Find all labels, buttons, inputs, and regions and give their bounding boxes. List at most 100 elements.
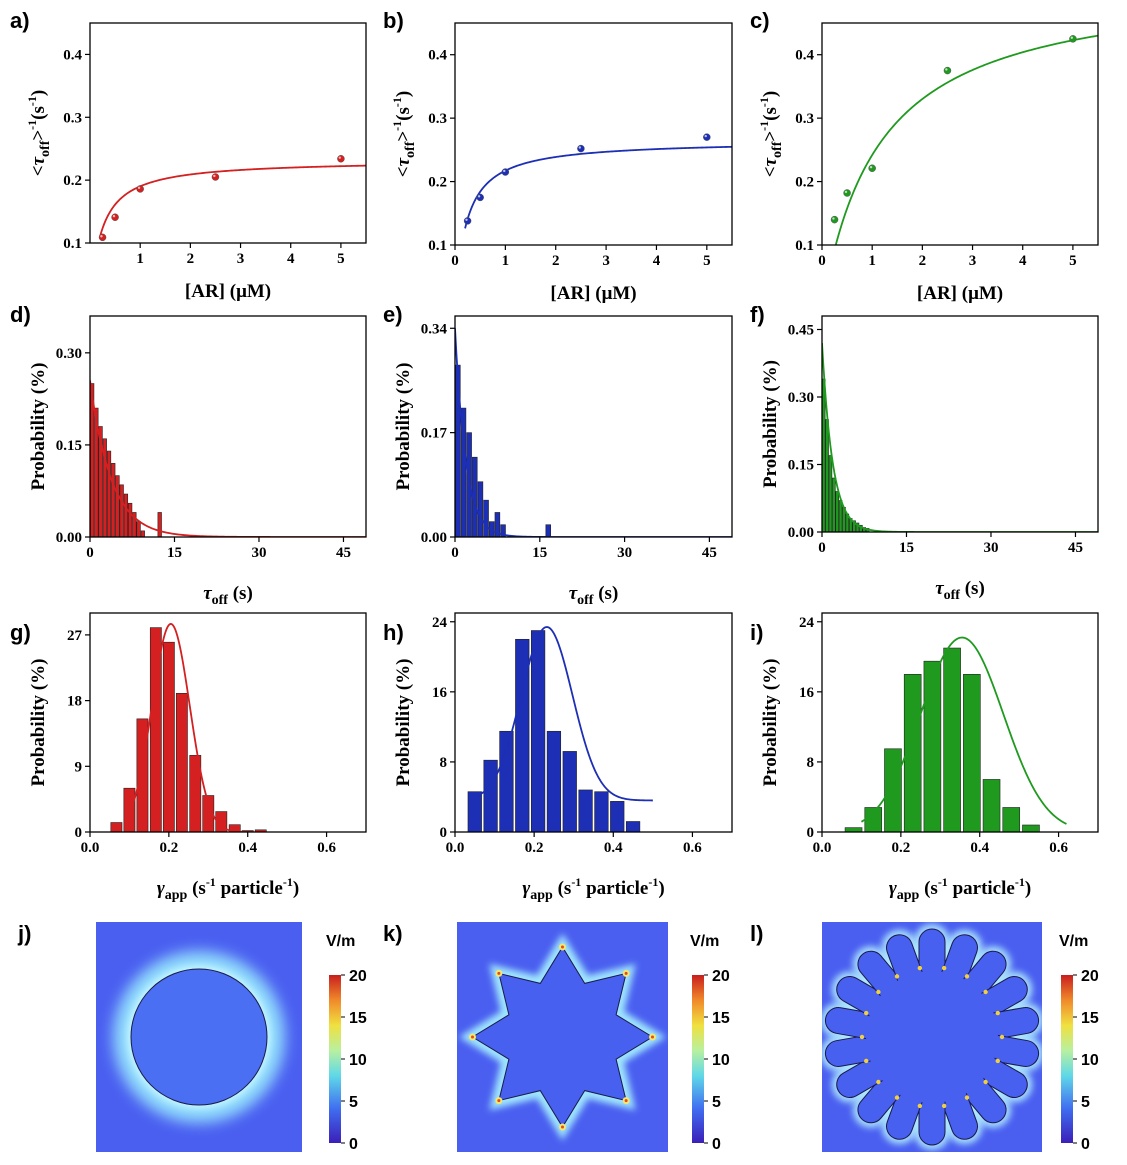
plot-frame-h [454,612,733,833]
ylabel-b: <τoff>-1(s-1) [390,91,418,177]
ytick-label-h-2: 16 [432,685,448,701]
panel-label-j: j) [17,921,31,946]
bar-f-3 [832,477,836,532]
bar-f-1 [825,419,829,532]
bar-e-5 [483,499,489,537]
xtick-label-g-1: 0.2 [159,840,178,856]
xlabel-b: [AR] (μM) [550,283,636,304]
colorbar-tick-j-2: 10 [349,1052,367,1069]
colorbar-tick-k-1: 15 [712,1010,730,1027]
ytick-label-b-0: 0.1 [428,238,447,254]
point-a-4 [337,155,345,163]
panel-label-l: l) [750,921,763,946]
panel-label-f: f) [750,302,765,327]
xtick-label-e-0: 0 [451,545,459,561]
ytick-label-h-1: 8 [440,755,448,771]
bar-d-16 [157,512,162,537]
xtick-label-c-1: 1 [868,253,876,269]
xtick-label-h-2: 0.4 [604,840,623,856]
bar-h-4 [530,630,546,832]
colorbar-tick-l-3: 5 [1081,1094,1090,1111]
point-a-0 [98,233,107,242]
ytick-label-g-2: 18 [67,694,82,710]
point-c-1 [843,189,851,197]
colorbar-l [1061,975,1073,1143]
xtick-label-f-3: 45 [1068,540,1083,556]
ytick-label-f-3: 0.45 [788,323,814,339]
bar-d-9 [128,502,133,537]
point-b-4 [703,133,711,141]
plot-frame-f [821,315,1099,533]
xtick-label-d-0: 0 [86,545,94,561]
ytick-label-d-1: 0.15 [56,438,82,454]
chart-g: g) 0 9 18 27 0.0 0.2 0.4 0.6 γapp (s-1 particle-1… [10,612,367,903]
ytick-label-h-0: 0 [440,825,448,841]
chart-d: d) 0.00 0.15 0.30 0 15 30 45 τoff (s) Probability… [10,302,367,608]
xtick-label-b-3: 3 [602,253,610,269]
bar-h-7 [578,789,593,832]
xtick-label-f-0: 0 [818,540,826,556]
bar-i-2 [884,748,902,832]
colorbar-tick-l-1: 15 [1081,1010,1099,1027]
xtick-label-i-3: 0.6 [1049,840,1068,856]
bar-d-8 [123,493,129,537]
bar-e-1 [460,407,467,537]
xtick-label-b-2: 2 [552,253,560,269]
ylabel-d: Probability (%) [28,363,49,491]
chart-c: c) 0.1 0.2 0.3 0.4 0 1 2 3 4 5 [AR] (μM) <τoff>-1(s-… [750,8,1099,304]
ytick-label-e-2: 0.34 [421,321,448,337]
fit-curve-i [860,636,1067,825]
bar-e-7 [494,512,501,537]
bar-i-6 [963,674,981,832]
bar-i-8 [1002,807,1021,832]
xtick-label-i-1: 0.2 [891,840,910,856]
plot-frame-a [89,22,367,244]
panel-label-b: b) [383,8,404,33]
xlabel-g: γapp (s-1 particle-1) [157,875,299,903]
ytick-label-d-2: 0.30 [56,346,82,362]
bar-f-9 [852,520,856,532]
ylabel-a: <τoff>-1(s-1) [25,90,53,176]
bar-f-5 [838,500,843,532]
bar-g-5 [175,692,188,832]
fit-curve-d [90,380,366,537]
chart-a: a) 0.1 0.2 0.3 0.4 1 2 3 4 5 [AR] (μM) <τoff>-1(s-1… [10,8,367,302]
point-b-1 [476,193,484,202]
fit-curve-c [834,34,1098,245]
ytick-label-a-0: 0.1 [63,236,82,252]
xlabel-f: τoff (s) [935,578,985,603]
bar-d-10 [132,512,137,537]
xlabel-h: γapp (s-1 particle-1) [522,875,664,903]
ytick-label-h-3: 24 [432,615,448,631]
xlabel-i: γapp (s-1 particle-1) [889,875,1031,903]
xtick-label-e-3: 45 [702,545,717,561]
xtick-label-g-0: 0.0 [81,840,100,856]
bar-i-4 [923,660,942,832]
colorbar-tick-j-1: 15 [349,1010,367,1027]
point-c-3 [943,66,952,75]
bar-d-7 [119,484,124,537]
field-map-k: k) V/m 20 15 10 5 0 [383,921,730,1153]
bar-g-7 [202,795,215,832]
xtick-label-d-3: 45 [336,545,351,561]
xtick-label-f-2: 30 [983,540,998,556]
xtick-label-c-3: 3 [969,253,977,269]
xtick-label-d-1: 15 [167,545,182,561]
bar-d-4 [106,450,112,537]
xtick-label-e-1: 15 [532,545,547,561]
xtick-label-b-4: 4 [653,253,661,269]
ytick-label-a-3: 0.4 [63,47,82,63]
bar-f-10 [855,522,860,532]
xtick-label-a-3: 4 [287,251,295,267]
ylabel-g: Probability (%) [28,659,49,787]
ytick-label-c-0: 0.1 [795,238,814,254]
xtick-label-i-2: 0.4 [970,840,989,856]
bar-i-3 [903,674,922,832]
bar-f-11 [859,524,863,532]
ytick-label-f-0: 0.00 [788,525,814,541]
point-c-4 [1069,35,1077,43]
panel-label-e: e) [383,302,403,327]
xtick-label-h-1: 0.2 [525,840,544,856]
ytick-label-f-2: 0.30 [788,390,814,406]
colorbar-unit-k: V/m [690,933,719,950]
